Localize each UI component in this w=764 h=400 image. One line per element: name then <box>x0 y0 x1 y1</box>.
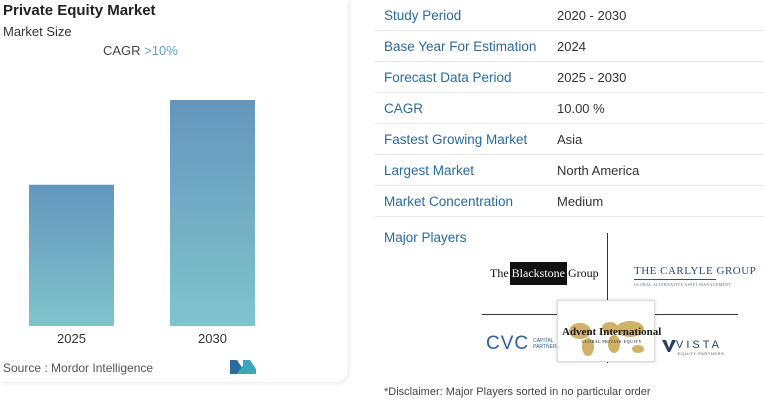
disclaimer-note: *Disclaimer: Major Players sorted in no … <box>384 386 651 398</box>
advent-logo-card <box>557 300 655 362</box>
cvc-subtext-1: CAPITAL <box>533 338 554 344</box>
vista-v-icon <box>662 340 676 352</box>
row-label: Study Period <box>384 8 462 23</box>
row-label: Base Year For Estimation <box>384 39 537 54</box>
advent-international-logo: Advent International GLOBAL PRIVATE EQUI… <box>562 326 661 344</box>
source-note: Source : Mordor Intelligence <box>3 361 154 375</box>
cagr-value: >10% <box>144 43 178 58</box>
market-size-panel: Private Equity Market Market Size CAGR >… <box>0 0 348 382</box>
cvc-subtext: CAPITAL PARTNERS <box>533 338 560 350</box>
advent-name: Advent International <box>562 326 662 338</box>
row-label: Market Concentration <box>384 194 514 209</box>
row-value: Asia <box>557 132 583 147</box>
bar-2030 <box>170 100 255 326</box>
cvc-subtext-2: PARTNERS <box>533 344 560 350</box>
blackstone-pre: The <box>490 266 509 280</box>
table-row: Market Concentration Medium <box>375 186 764 217</box>
row-label: CAGR <box>384 101 424 116</box>
table-row: Base Year For Estimation 2024 <box>375 31 764 62</box>
logo-grid-divider-vertical <box>607 233 608 363</box>
carlyle-tagline: GLOBAL ALTERNATIVE ASSET MANAGEMENT <box>634 282 732 287</box>
x-tick-label: 2030 <box>198 331 227 346</box>
cvc-wordmark: CVC <box>486 333 530 354</box>
row-value: North America <box>557 163 640 178</box>
carlyle-underline <box>634 279 716 280</box>
chart-subtitle: Market Size <box>3 24 72 39</box>
bar-chart: 2025 2030 <box>29 100 255 346</box>
vista-wordmark: VISTA <box>676 339 722 351</box>
row-label: Fastest Growing Market <box>384 132 528 147</box>
cagr-label: CAGR <box>103 43 141 58</box>
advent-tagline: GLOBAL PRIVATE EQUITY <box>581 339 642 344</box>
x-tick-label: 2025 <box>57 331 86 346</box>
table-row: Study Period 2020 - 2030 <box>375 0 764 31</box>
row-value: 2020 - 2030 <box>557 8 627 23</box>
row-value: Medium <box>557 194 604 209</box>
market-info-table: Study Period 2020 - 2030 Base Year For Est… <box>375 0 764 217</box>
table-row: Fastest Growing Market Asia <box>375 124 764 155</box>
blackstone-logo: The Blackstone Group <box>490 262 599 285</box>
world-map-icon <box>569 321 644 356</box>
mordor-intelligence-logo <box>230 360 256 374</box>
cagr-annotation: CAGR >10% <box>103 43 178 58</box>
row-label: Forecast Data Period <box>384 70 512 85</box>
row-value: 2024 <box>557 39 586 54</box>
carlyle-group-logo: THE CARLYLE GROUP GLOBAL ALTERNATIVE ASS… <box>634 265 756 287</box>
blackstone-post: Group <box>567 266 599 280</box>
vista-tagline: EQUITY PARTNERS <box>678 351 725 356</box>
bar-2025 <box>29 184 114 326</box>
carlyle-name: THE CARLYLE GROUP <box>634 265 757 277</box>
table-row: Largest Market North America <box>375 155 764 186</box>
cvc-capital-logo: CVC CAPITAL PARTNERS <box>486 333 560 355</box>
major-players-label: Major Players <box>384 230 467 245</box>
vista-equity-logo: VISTA EQUITY PARTNERS <box>662 338 724 356</box>
table-row: Forecast Data Period 2025 - 2030 <box>375 62 764 93</box>
table-row: CAGR 10.00 % <box>375 93 764 124</box>
row-value: 10.00 % <box>557 101 605 116</box>
row-value: 2025 - 2030 <box>557 70 627 85</box>
row-label: Largest Market <box>384 163 475 178</box>
blackstone-box: Blackstone <box>509 262 567 285</box>
chart-title: Private Equity Market <box>3 2 156 19</box>
